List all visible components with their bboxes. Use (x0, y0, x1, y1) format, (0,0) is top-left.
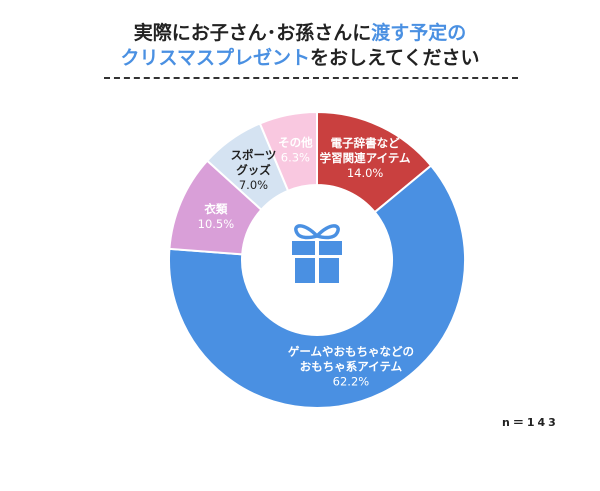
slice-label-line: スポーツ (231, 148, 277, 162)
slice-value: 10.5% (198, 217, 235, 231)
slice-value: 14.0% (347, 166, 384, 180)
slice-label-line: 衣類 (204, 202, 227, 216)
slice-label-line: おもちゃ系アイテム (300, 360, 403, 374)
slice-label-3: 衣類 10.5% (198, 202, 235, 231)
gift-icon (292, 224, 342, 283)
title-text: 実際にお子さん･お孫さんに (133, 22, 372, 44)
slice-label-5: その他 6.3% (278, 136, 313, 165)
slice-label-line: 学習関連アイテム (320, 151, 411, 165)
slice-value: 6.3% (281, 151, 310, 165)
slice-label-line: 電子辞書など (331, 136, 400, 150)
slice-label-line: グッズ (236, 163, 271, 177)
chart-title-line-1: 実際にお子さん･お孫さんに渡す予定の (0, 20, 600, 46)
donut-hole (242, 185, 392, 335)
title-highlight: クリスマスプレゼント (120, 47, 310, 69)
slice-labels: 電子辞書など学習関連アイテム 14.0%ゲームやおもちゃなどのおもちゃ系アイテム 6… (198, 136, 414, 389)
title-highlight: 渡す予定の (371, 22, 467, 44)
slice-label-2: ゲームやおもちゃなどのおもちゃ系アイテム 62.2% (288, 345, 414, 389)
slice-value: 62.2% (333, 375, 370, 389)
sample-size-note: n＝143 (502, 416, 559, 429)
slice-value: 7.0% (239, 178, 268, 192)
slice-label-line: その他 (278, 136, 313, 150)
slice-label-4: スポーツグッズ 7.0% (231, 148, 277, 192)
slice-label-line: ゲームやおもちゃなどの (288, 345, 414, 359)
slice-label-1: 電子辞書など学習関連アイテム 14.0% (320, 136, 411, 180)
title-divider (104, 77, 518, 79)
title-text: をおしえてください (309, 47, 480, 69)
chart-title-line-2: クリスマスプレゼントをおしえてください (0, 45, 600, 71)
